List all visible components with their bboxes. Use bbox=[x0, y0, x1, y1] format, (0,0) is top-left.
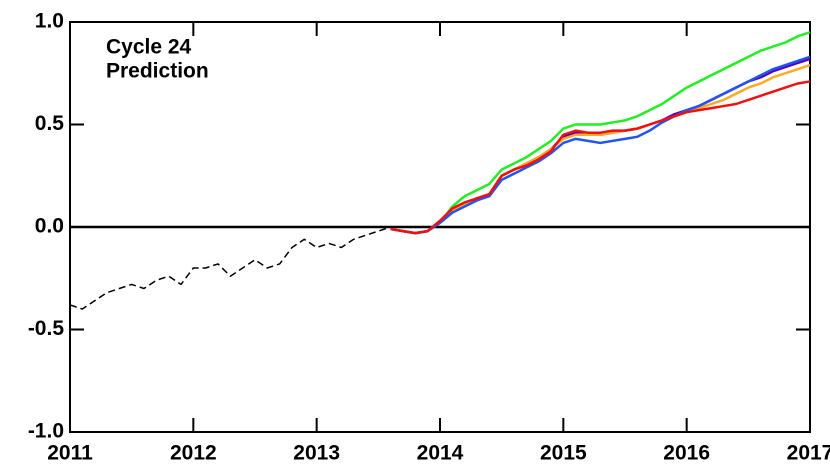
y-tick-label: 1.0 bbox=[35, 10, 64, 33]
prediction-line bbox=[439, 31, 811, 224]
x-tick-label: 2013 bbox=[293, 442, 340, 465]
x-tick-label: 2017 bbox=[787, 442, 830, 465]
x-tick-label: 2014 bbox=[417, 442, 464, 465]
y-tick-label: -1.0 bbox=[28, 420, 64, 443]
prediction-line bbox=[390, 80, 811, 235]
prediction-line bbox=[390, 55, 811, 235]
prediction-line bbox=[390, 63, 811, 235]
history-line bbox=[69, 226, 391, 310]
x-tick-label: 2016 bbox=[663, 442, 710, 465]
x-tick-label: 2015 bbox=[540, 442, 587, 465]
annotation: Prediction bbox=[106, 60, 209, 83]
annotation: Cycle 24 bbox=[106, 36, 192, 59]
x-tick-label: 2012 bbox=[170, 442, 217, 465]
y-tick-label: 0.5 bbox=[35, 112, 65, 135]
y-tick-label: 0.0 bbox=[35, 215, 64, 238]
x-tick-label: 2011 bbox=[47, 442, 93, 465]
y-tick-label: -0.5 bbox=[28, 317, 65, 340]
